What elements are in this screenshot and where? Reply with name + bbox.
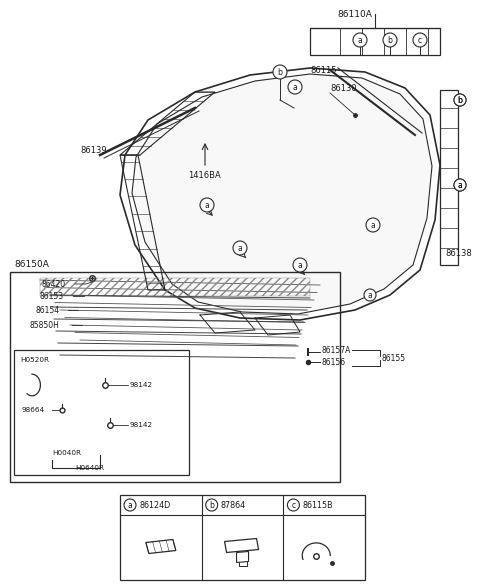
Polygon shape — [132, 74, 432, 314]
Text: 86420: 86420 — [42, 279, 66, 289]
Text: 86124D: 86124D — [139, 500, 170, 509]
Text: H0040R: H0040R — [52, 450, 81, 456]
Text: 86138: 86138 — [445, 249, 472, 258]
Text: c: c — [291, 500, 296, 509]
Circle shape — [233, 241, 247, 255]
Text: c: c — [418, 35, 422, 45]
Circle shape — [353, 33, 367, 47]
Text: H0520R: H0520R — [20, 357, 49, 363]
Text: 98664: 98664 — [22, 407, 45, 413]
Text: b: b — [457, 95, 462, 105]
Text: 86153: 86153 — [40, 292, 64, 300]
Bar — [10, 272, 340, 482]
Bar — [120, 495, 365, 580]
Text: 1416BA: 1416BA — [188, 171, 221, 179]
Circle shape — [454, 94, 466, 106]
Circle shape — [364, 289, 376, 301]
Text: a: a — [298, 260, 302, 269]
Bar — [310, 28, 440, 55]
Text: b: b — [277, 68, 282, 76]
Text: 86115: 86115 — [310, 65, 336, 75]
Circle shape — [366, 218, 380, 232]
Text: 98142: 98142 — [130, 382, 153, 388]
Text: 86150A: 86150A — [14, 259, 49, 269]
Text: 86154: 86154 — [35, 306, 59, 315]
Text: H0640R: H0640R — [75, 465, 104, 471]
Circle shape — [383, 33, 397, 47]
Text: b: b — [209, 500, 214, 509]
Text: 86139: 86139 — [80, 145, 107, 155]
Text: 86155: 86155 — [382, 353, 406, 362]
Circle shape — [206, 499, 218, 511]
Bar — [14, 350, 189, 475]
Text: a: a — [371, 220, 375, 229]
Text: a: a — [358, 35, 362, 45]
Circle shape — [273, 65, 287, 79]
Circle shape — [413, 33, 427, 47]
Circle shape — [288, 499, 300, 511]
Text: a: a — [293, 82, 298, 92]
Text: a: a — [368, 290, 372, 299]
Circle shape — [454, 179, 466, 191]
Circle shape — [288, 80, 302, 94]
Text: a: a — [457, 181, 462, 189]
Text: a: a — [204, 201, 209, 209]
Circle shape — [454, 94, 466, 106]
Text: 86110A: 86110A — [337, 9, 372, 18]
Circle shape — [200, 198, 214, 212]
Text: 98142: 98142 — [130, 422, 153, 428]
Text: b: b — [387, 35, 393, 45]
Text: 85850H: 85850H — [30, 320, 60, 329]
Circle shape — [293, 258, 307, 272]
Text: 86115B: 86115B — [302, 500, 333, 509]
Text: 87864: 87864 — [221, 500, 246, 509]
Circle shape — [454, 179, 466, 191]
Text: a: a — [128, 500, 132, 509]
Text: a: a — [457, 181, 462, 189]
Text: 86157A: 86157A — [322, 346, 351, 355]
Text: 86130: 86130 — [330, 83, 357, 92]
Text: b: b — [457, 95, 462, 105]
Bar — [40, 278, 310, 296]
Text: 86156: 86156 — [322, 358, 346, 366]
Text: a: a — [238, 243, 242, 252]
Circle shape — [124, 499, 136, 511]
